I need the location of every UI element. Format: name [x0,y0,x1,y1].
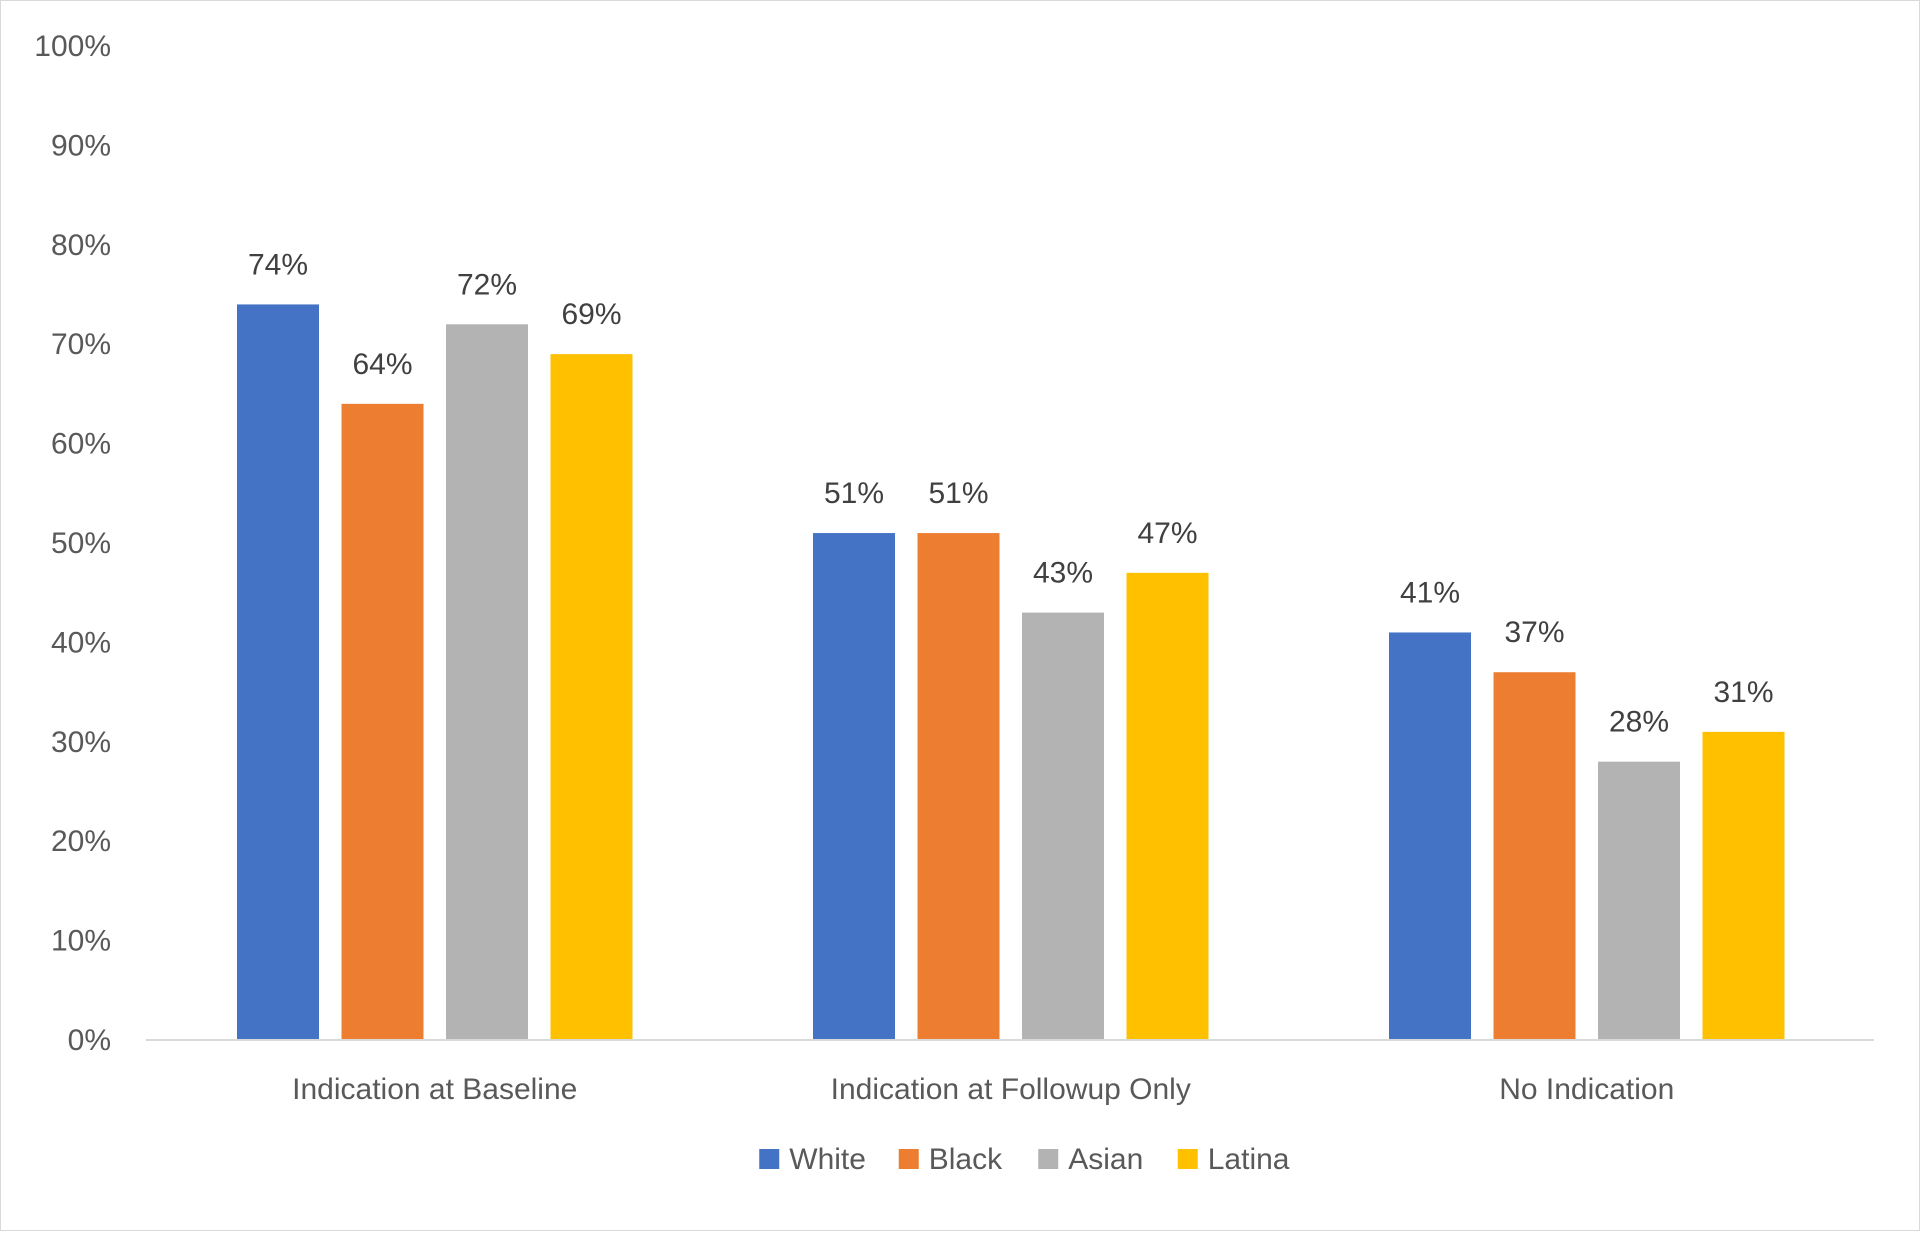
bar-latina [1126,572,1209,1040]
y-tick-label: 40% [51,626,111,659]
data-labels: 74% 64% 72% 69% 51% 51% 43% 47% 41% 37% 28% 31% [248,248,1774,738]
bar-black [1493,672,1576,1040]
data-label: 41% [1400,576,1460,609]
legend-swatch-asian [1038,1149,1059,1169]
data-label: 43% [1033,557,1093,590]
y-tick-label: 10% [51,925,111,958]
y-tick-label: 30% [51,726,111,759]
bar-latina [1702,731,1785,1040]
x-axis: Indication at Baseline Indication at Foll… [292,1073,1674,1106]
data-label: 51% [824,477,884,510]
legend-label-black: Black [929,1143,1003,1176]
y-tick-label: 20% [51,825,111,858]
y-tick-label: 60% [51,428,111,461]
y-tick-label: 90% [51,129,111,162]
legend-label-asian: Asian [1068,1143,1143,1176]
legend-swatch-white [759,1149,780,1169]
category-label: Indication at Baseline [292,1073,577,1106]
legend: White Black Asian Latina [759,1143,1290,1176]
bar-asian [1022,612,1104,1040]
bar-white [237,304,319,1040]
data-label: 28% [1609,706,1669,739]
category-label: Indication at Followup Only [831,1073,1191,1106]
data-label: 51% [928,477,988,510]
y-tick-label: 70% [51,328,111,361]
bar-white [1389,632,1471,1040]
bar-white [813,533,895,1040]
category-label: No Indication [1499,1073,1674,1106]
y-tick-label: 100% [34,30,111,63]
data-label: 37% [1504,616,1564,649]
y-axis: 0% 10% 20% 30% 40% 50% 60% 70% 80% 90% 100% [34,30,111,1057]
legend-label-latina: Latina [1208,1143,1290,1176]
legend-label-white: White [789,1143,866,1176]
legend-swatch-latina [1177,1149,1198,1169]
data-label: 64% [352,348,412,381]
bar-black [341,403,424,1041]
y-tick-label: 50% [51,527,111,560]
bar-asian [446,324,528,1040]
data-label: 72% [457,268,517,301]
plot-bars [237,304,1785,1041]
bar-black [917,533,1000,1040]
legend-swatch-black [898,1149,919,1169]
data-label: 47% [1137,517,1197,550]
bar-latina [550,354,633,1040]
data-label: 31% [1713,676,1773,709]
y-tick-label: 0% [68,1024,111,1057]
bar-asian [1598,761,1680,1040]
data-label: 69% [561,298,621,331]
data-label: 74% [248,248,308,281]
y-tick-label: 80% [51,229,111,262]
